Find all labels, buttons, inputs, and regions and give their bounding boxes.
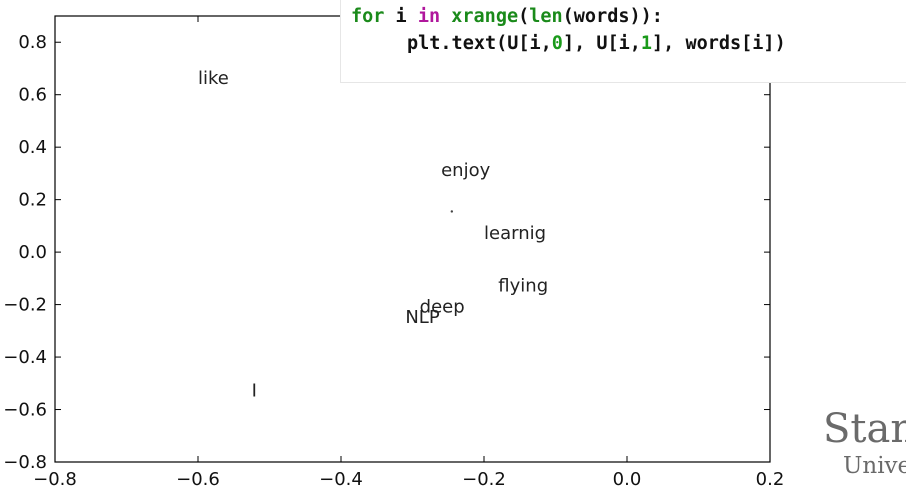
code-line-2: plt.text(U[i,0], U[i,1], words[i]) xyxy=(407,33,786,54)
axis-layer: −0.8 −0.6 −0.4 −0.2 0.0 0.2 −0.8 −0.6 −0.4 −0.2 0.… xyxy=(3,16,784,490)
y-tick-label: 0.0 xyxy=(18,242,47,263)
code-token: in xyxy=(417,6,441,27)
y-tick-label: −0.8 xyxy=(3,452,47,473)
university-logo-text: Unive xyxy=(843,453,906,479)
x-tick-label: −0.8 xyxy=(33,469,77,490)
code-token: plt.text(U[i, xyxy=(407,33,552,54)
x-tick-label: 0.2 xyxy=(756,469,785,490)
word-label-i: I xyxy=(252,380,257,401)
code-line-1: for i in xrange(len(words)): xyxy=(351,6,663,27)
word-label-deep: deep xyxy=(420,296,465,317)
word-label-enjoy: enjoy xyxy=(441,160,490,181)
y-tick-label: 0.4 xyxy=(18,137,47,158)
stray-point xyxy=(450,210,454,213)
word-label-like: like xyxy=(198,68,229,89)
code-snippet: for i in xrange(len(words)): plt.text(U[… xyxy=(340,0,906,83)
code-token: xrange xyxy=(451,6,519,27)
code-token: ], words[i]) xyxy=(652,33,786,54)
word-label-nlp: NLP xyxy=(405,307,439,328)
code-token: for xyxy=(351,6,385,27)
code-token: 0 xyxy=(551,33,563,54)
code-token: ( xyxy=(518,6,530,27)
word-label-learnig: learnig xyxy=(484,223,546,244)
y-tick-label: −0.2 xyxy=(3,295,47,316)
code-token: i xyxy=(384,6,418,27)
y-tick-label: 0.2 xyxy=(18,190,47,211)
word-label-flying: flying xyxy=(498,275,548,296)
x-tick-label: 0.0 xyxy=(613,469,642,490)
stanford-logo-text: Stan xyxy=(823,406,906,452)
y-tick-label: 0.8 xyxy=(18,32,47,53)
code-token xyxy=(440,6,451,27)
code-token: (words)): xyxy=(562,6,663,27)
y-tick-label: −0.6 xyxy=(3,400,47,421)
x-tick-label: −0.4 xyxy=(319,469,363,490)
code-token: ], U[i, xyxy=(562,33,641,54)
x-tick-label: −0.6 xyxy=(176,469,220,490)
code-token: len xyxy=(529,6,563,27)
y-tick-label: −0.4 xyxy=(3,347,47,368)
code-token: 1 xyxy=(640,33,653,54)
x-tick-label: −0.2 xyxy=(462,469,506,490)
y-tick-label: 0.6 xyxy=(18,85,47,106)
